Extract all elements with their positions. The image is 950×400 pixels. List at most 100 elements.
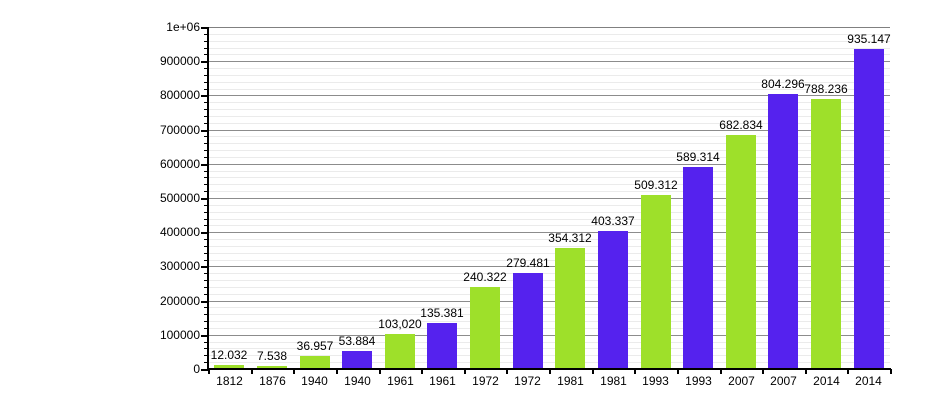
bar[interactable] <box>257 366 287 369</box>
gridline-minor <box>208 219 890 220</box>
y-tick-minor <box>204 123 208 124</box>
bar[interactable] <box>726 135 756 369</box>
bar[interactable] <box>683 167 713 369</box>
y-axis-tick-label: 300000 <box>159 259 200 273</box>
y-axis-tick-label: 200000 <box>159 294 200 308</box>
y-tick-minor <box>204 355 208 356</box>
gridline-major <box>208 232 890 233</box>
y-tick-minor <box>204 171 208 172</box>
gridline-minor <box>208 116 890 117</box>
gridline-minor <box>208 348 890 349</box>
x-tick <box>208 369 210 374</box>
gridline-minor <box>208 253 890 254</box>
y-tick-minor <box>204 348 208 349</box>
y-tick-minor <box>204 116 208 117</box>
y-tick-major <box>201 335 208 337</box>
x-tick <box>847 369 849 374</box>
y-tick-major <box>201 95 208 97</box>
y-tick-minor <box>204 54 208 55</box>
x-tick <box>293 369 295 374</box>
y-tick-minor <box>204 219 208 220</box>
gridline-minor <box>208 287 890 288</box>
x-axis-tick-label: 1961 <box>429 374 456 388</box>
gridline-minor <box>208 362 890 363</box>
x-tick <box>251 369 253 374</box>
gridline-minor <box>208 212 890 213</box>
y-tick-minor <box>204 191 208 192</box>
gridline-minor <box>208 48 890 49</box>
gridline-minor <box>208 89 890 90</box>
gridline-minor <box>208 355 890 356</box>
y-tick-major <box>201 130 208 132</box>
y-tick-minor <box>204 68 208 69</box>
y-axis-line <box>207 27 209 370</box>
gridline-major <box>208 164 890 165</box>
y-axis-tick-label: 800000 <box>159 88 200 102</box>
bar[interactable] <box>300 356 330 369</box>
y-tick-minor <box>204 82 208 83</box>
y-axis-tick-label: 900000 <box>159 54 200 68</box>
gridline-minor <box>208 205 890 206</box>
gridline-major <box>208 301 890 302</box>
gridline-minor <box>208 177 890 178</box>
bar[interactable] <box>811 99 841 369</box>
gridline-minor <box>208 102 890 103</box>
y-axis-tick-label: 100000 <box>159 328 200 342</box>
y-tick-minor <box>204 75 208 76</box>
gridline-minor <box>208 321 890 322</box>
gridline-minor <box>208 123 890 124</box>
bar[interactable] <box>641 195 671 369</box>
x-axis-tick-label: 1981 <box>557 374 584 388</box>
bar[interactable] <box>854 49 884 369</box>
gridline-minor <box>208 54 890 55</box>
gridline-minor <box>208 225 890 226</box>
x-tick <box>720 369 722 374</box>
x-axis-tick-label: 2007 <box>728 374 755 388</box>
gridline-major <box>208 130 890 131</box>
gridline-minor <box>208 260 890 261</box>
y-tick-minor <box>204 225 208 226</box>
gridline-minor <box>208 191 890 192</box>
gridline-major <box>208 95 890 96</box>
y-tick-major <box>201 266 208 268</box>
gridline-minor <box>208 342 890 343</box>
x-tick <box>805 369 807 374</box>
y-tick-minor <box>204 102 208 103</box>
bar[interactable] <box>342 351 372 369</box>
y-tick-minor <box>204 307 208 308</box>
y-axis-tick-label: 500000 <box>159 191 200 205</box>
bar[interactable] <box>385 334 415 369</box>
y-tick-minor <box>204 321 208 322</box>
plot-top-border <box>208 27 890 28</box>
x-tick <box>464 369 466 374</box>
x-axis-tick-label: 1993 <box>642 374 669 388</box>
y-axis-tick-label: 400000 <box>159 225 200 239</box>
x-axis-tick-label: 1940 <box>301 374 328 388</box>
gridline-minor <box>208 150 890 151</box>
y-tick-minor <box>204 157 208 158</box>
y-tick-major <box>201 164 208 166</box>
gridline-minor <box>208 82 890 83</box>
gridline-minor <box>208 314 890 315</box>
y-tick-minor <box>204 150 208 151</box>
y-tick-minor <box>204 362 208 363</box>
y-tick-minor <box>204 246 208 247</box>
bar[interactable] <box>513 273 543 369</box>
gridline-minor <box>208 307 890 308</box>
x-axis-tick-label: 1961 <box>387 374 414 388</box>
y-tick-minor <box>204 342 208 343</box>
y-tick-minor <box>204 212 208 213</box>
y-tick-minor <box>204 328 208 329</box>
y-tick-major <box>201 301 208 303</box>
bar[interactable] <box>768 94 798 369</box>
bar[interactable] <box>427 323 457 369</box>
bar[interactable] <box>470 287 500 369</box>
bar[interactable] <box>214 365 244 369</box>
x-axis-tick-label: 1876 <box>259 374 286 388</box>
bar[interactable] <box>598 231 628 369</box>
gridline-minor <box>208 294 890 295</box>
x-tick <box>762 369 764 374</box>
plot-area <box>201 27 890 371</box>
bar[interactable] <box>555 248 585 369</box>
